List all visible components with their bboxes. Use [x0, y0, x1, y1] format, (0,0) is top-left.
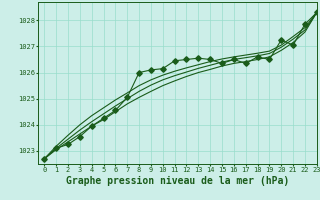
- X-axis label: Graphe pression niveau de la mer (hPa): Graphe pression niveau de la mer (hPa): [66, 176, 289, 186]
